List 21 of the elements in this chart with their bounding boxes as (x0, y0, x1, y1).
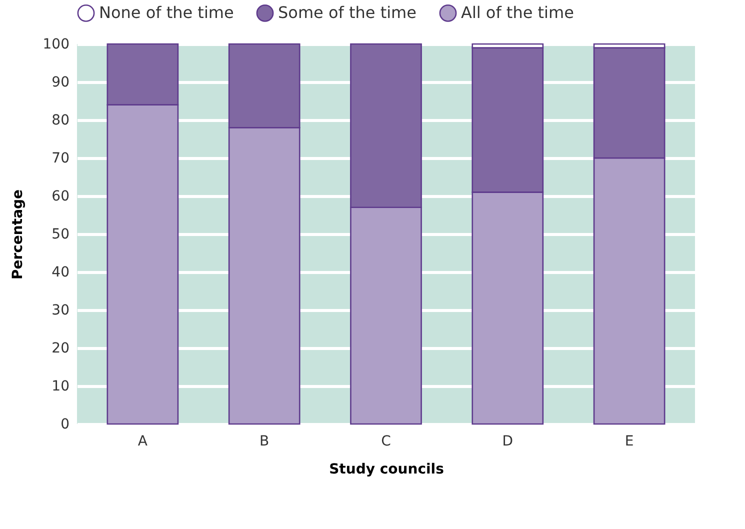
y-axis-title: Percentage (10, 189, 26, 280)
legend-label: Some of the time (278, 3, 416, 22)
legend-label: All of the time (461, 3, 574, 22)
x-tick-label: E (624, 434, 634, 450)
y-tick-label: 40 (52, 264, 70, 280)
y-tick-label: 60 (52, 188, 70, 204)
y-tick-label: 80 (52, 112, 70, 128)
y-tick-label: 10 (52, 378, 70, 394)
y-tick-label: 30 (52, 302, 70, 318)
x-tick-label: D (502, 434, 514, 450)
y-tick-label: 20 (52, 340, 70, 356)
legend-label: None of the time (99, 3, 234, 22)
y-tick-label: 0 (60, 416, 70, 432)
x-tick-label: A (138, 434, 148, 450)
x-axis-title: Study councils (329, 462, 444, 478)
x-tick-label: B (260, 434, 270, 450)
y-tick-label: 50 (52, 226, 70, 242)
y-tick-label: 70 (52, 150, 70, 166)
y-tick-label: 100 (42, 36, 70, 52)
y-tick-label: 90 (52, 74, 70, 90)
x-tick-label: C (381, 434, 392, 450)
